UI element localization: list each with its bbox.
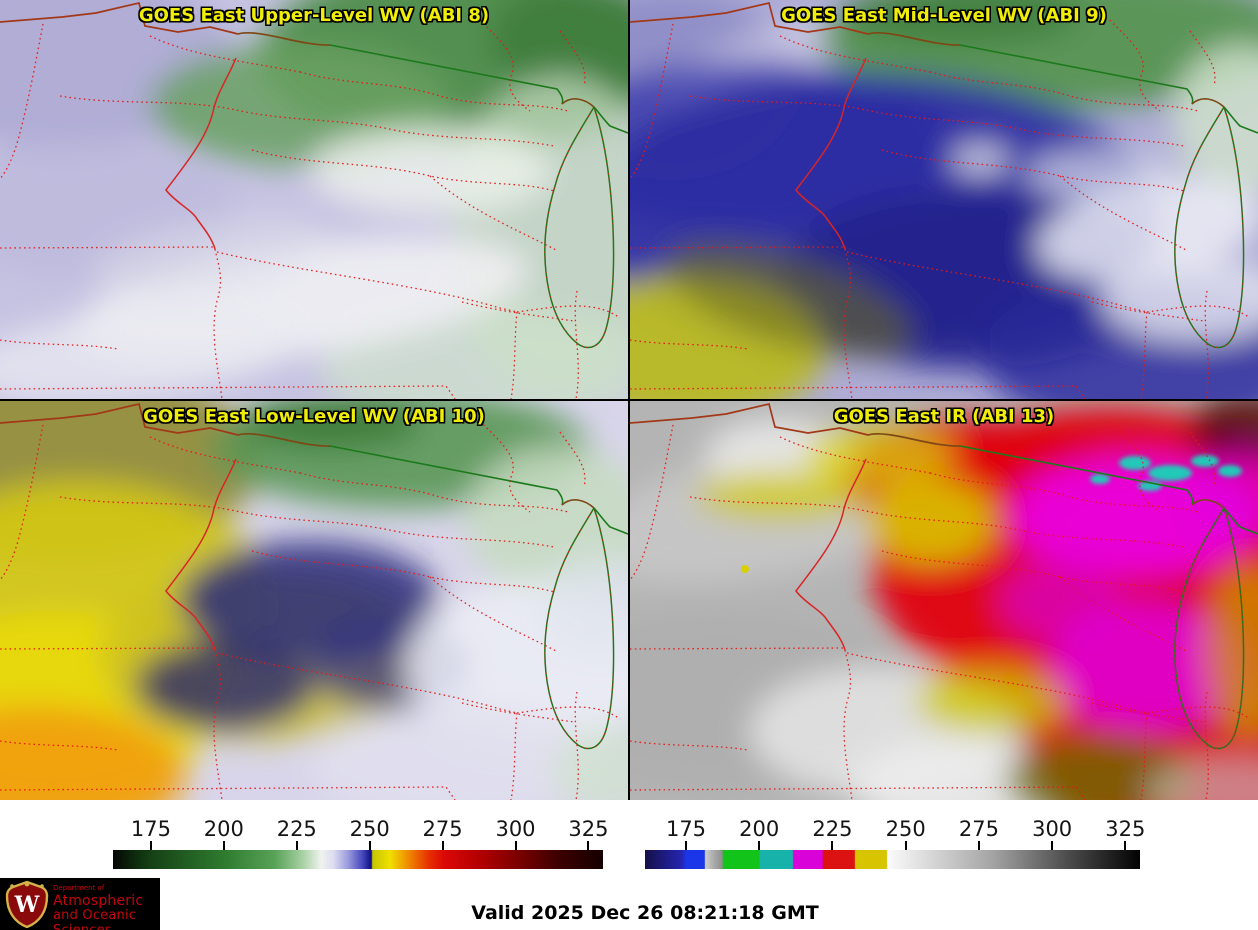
colorbar-tick-label: 200 [203,817,244,841]
logo-dept-line2: and Oceanic Sciences [53,907,137,930]
colorbar-tick-mark [149,841,152,850]
colorbar-tick-label: 275 [958,817,999,841]
wv-colorbar-tick-labels: 175 200 225 250 275 300 325 [113,814,609,841]
colorbar-tick-mark [295,841,298,850]
ir-colorbar-tick-labels: 175 200 225 250 275 300 325 [645,814,1145,841]
colorbar-tick-label: 225 [276,817,317,841]
panel-title-abi10: GOES East Low-Level WV (ABI 10) [143,406,485,427]
colorbar-tick-mark [1051,841,1054,850]
uw-aos-logo: W Department of Atmospheric and Oceanic … [0,878,160,930]
colorbar-tick-label: 325 [1105,817,1146,841]
wv-cloud-field [0,0,628,399]
wv-colorbar: 175 200 225 250 275 300 325 [113,814,609,869]
panel-title-abi13: GOES East IR (ABI 13) [833,406,1055,427]
colorbar-tick-label: 175 [665,817,707,841]
colorbar-tick-label: 225 [812,817,853,841]
wv-colorbar-gradient [113,850,603,869]
wv-colorbar-tick-marks [113,840,603,850]
ir-imagery [630,401,1258,800]
colorbar-tick-label: 175 [130,817,171,841]
uw-aos-logo-text: Department of Atmospheric and Oceanic Sc… [53,884,160,930]
ir-colorbar-tick-marks [645,840,1140,850]
colorbar-tick-mark [222,841,225,850]
colorbar-tick-label: 325 [568,817,609,841]
colorbar-tick-mark [441,841,444,850]
colorbar-tick-mark [904,841,907,850]
low-level-wv-imagery [0,401,628,800]
svg-text:W: W [14,892,40,918]
panel-mid-level-wv: GOES East Mid-Level WV (ABI 9) [630,0,1258,399]
quad-panel-grid: GOES East Upper-Level WV (ABI 8) [0,0,1258,800]
logo-dept-line1: Atmospheric [53,892,144,909]
panel-title-abi9: GOES East Mid-Level WV (ABI 9) [781,5,1107,26]
colorbar-tick-label: 275 [422,817,463,841]
panel-title-abi8: GOES East Upper-Level WV (ABI 8) [138,5,490,26]
colorbar-tick-label: 300 [1032,817,1073,841]
upper-level-wv-imagery [0,0,628,399]
colorbar-tick-mark [587,841,590,850]
colorbar-tick-mark [368,841,371,850]
colorbar-tick-mark [685,841,687,850]
panel-upper-level-wv: GOES East Upper-Level WV (ABI 8) [0,0,628,399]
wv-cloud-field [630,0,1258,399]
mid-level-wv-imagery [630,0,1258,399]
ir-small-cell [741,565,749,573]
colorbar-tick-label: 250 [349,817,390,841]
colorbar-tick-label: 250 [885,817,926,841]
panel-ir: GOES East IR (ABI 13) [630,401,1258,800]
uw-crest-icon: W [5,880,49,928]
ir-cloud-field [630,401,1258,800]
colorbar-tick-mark [514,841,517,850]
panel-low-level-wv: GOES East Low-Level WV (ABI 10) [0,401,628,800]
colorbar-tick-mark [977,841,980,850]
ir-colorbar-gradient [645,850,1140,869]
wv-cloud-field [0,401,628,800]
colorbar-tick-label: 200 [739,817,780,841]
ir-colorbar: 175 200 225 250 275 300 325 [645,814,1145,869]
colorbar-tick-mark [758,841,761,850]
logo-dept-prefix: Department of [53,884,105,892]
colorbar-tick-mark [831,841,834,850]
colorbar-tick-mark [1124,841,1127,850]
valid-time-caption: Valid 2025 Dec 26 08:21:18 GMT [471,902,819,924]
colorbar-tick-label: 300 [495,817,536,841]
